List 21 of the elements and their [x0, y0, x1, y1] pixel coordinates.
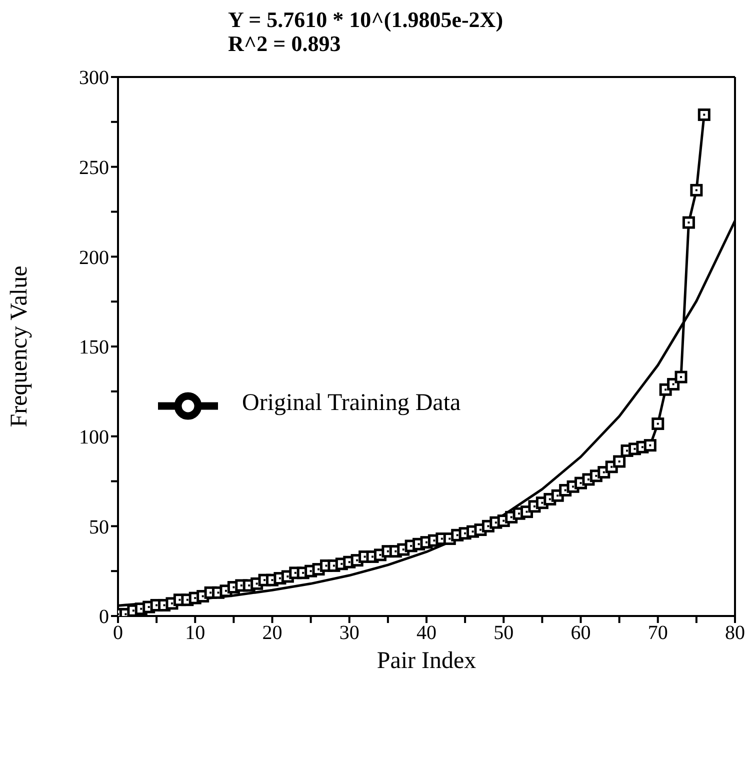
chart-subtitle: R^2 = 0.893 [228, 31, 342, 56]
x-tick-label: 80 [725, 622, 745, 644]
x-tick-label: 60 [570, 622, 591, 644]
y-tick-label: 200 [79, 246, 109, 269]
legend-label: Original Training Data [242, 390, 461, 416]
x-tick-label: 30 [339, 622, 360, 644]
x-tick-label: 10 [185, 622, 206, 644]
y-tick-label: 250 [79, 156, 109, 179]
x-tick-label: 50 [494, 622, 514, 644]
y-tick-label: 300 [79, 67, 109, 90]
y-tick-label: 0 [99, 606, 109, 628]
x-tick-label: 40 [416, 622, 436, 644]
x-axis-title: Pair Index [376, 648, 476, 674]
x-tick-label: 20 [262, 622, 282, 644]
y-tick-label: 50 [89, 516, 109, 538]
y-axis-title: Frequency Value [6, 266, 33, 428]
y-tick-label: 150 [79, 336, 109, 359]
x-tick-label: 0 [113, 622, 123, 644]
chart-title: Y = 5.7610 * 10^(1.9805e-2X) [228, 7, 504, 32]
y-tick-label: 100 [79, 426, 109, 448]
x-tick-label: 70 [648, 622, 668, 644]
